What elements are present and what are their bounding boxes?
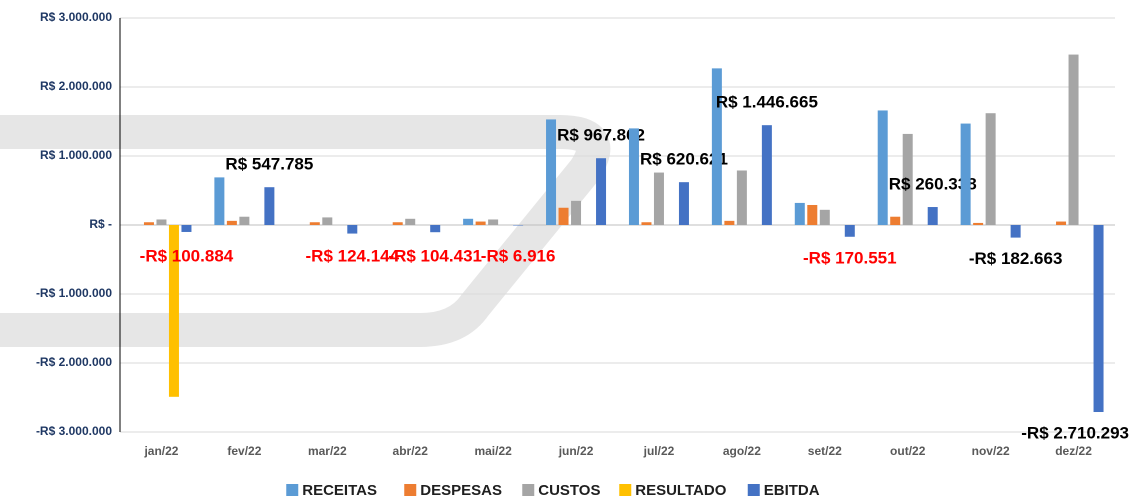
- bar: [653, 172, 664, 225]
- bar: [309, 222, 320, 225]
- bar: [405, 218, 416, 225]
- y-tick-label: R$ 2.000.000: [40, 79, 112, 93]
- x-tick-label: ago/22: [723, 444, 761, 458]
- x-tick-label: dez/22: [1055, 444, 1092, 458]
- legend-swatch: [286, 484, 299, 496]
- bar: [347, 225, 358, 234]
- legend-label: DESPESAS: [420, 482, 502, 499]
- bar: [430, 225, 441, 233]
- bar: [807, 204, 818, 225]
- bar: [628, 128, 639, 225]
- bar: [711, 68, 722, 226]
- data-label: R$ 260.338: [889, 175, 977, 194]
- bar: [143, 222, 154, 225]
- x-tick-label: out/22: [890, 444, 926, 458]
- bar: [1093, 225, 1104, 413]
- bar: [736, 170, 747, 225]
- data-label: R$ 967.862: [557, 126, 645, 145]
- bar: [392, 222, 403, 225]
- bar: [168, 225, 179, 397]
- background-decoration: [0, 115, 611, 347]
- legend-label: RESULTADO: [635, 482, 726, 499]
- data-label: R$ 547.785: [225, 155, 313, 174]
- y-tick-label: R$ 3.000.000: [40, 10, 112, 24]
- bar: [927, 207, 938, 225]
- bar: [819, 209, 830, 225]
- legend-swatch: [619, 484, 632, 496]
- legend-label: RECEITAS: [302, 482, 377, 499]
- bar: [475, 221, 486, 225]
- bar: [214, 177, 225, 225]
- x-tick-label: jul/22: [643, 444, 675, 458]
- data-label: R$ 1.446.665: [716, 93, 818, 112]
- legend-swatch: [747, 484, 760, 496]
- y-tick-label: -R$ 1.000.000: [36, 286, 112, 300]
- legend-swatch: [522, 484, 535, 496]
- x-tick-label: abr/22: [393, 444, 429, 458]
- bar: [488, 219, 499, 225]
- x-tick-label: jan/22: [143, 444, 178, 458]
- bar: [960, 123, 971, 225]
- bar: [973, 222, 984, 225]
- data-label: -R$ 2.710.293: [1021, 423, 1129, 442]
- bar: [678, 182, 689, 225]
- bar: [641, 222, 652, 225]
- bar: [761, 125, 772, 225]
- x-tick-label: jun/22: [558, 444, 594, 458]
- data-label: -R$ 124.144: [306, 246, 400, 265]
- y-tick-label: -R$ 3.000.000: [36, 424, 112, 438]
- bar: [902, 133, 913, 225]
- bar: [1010, 225, 1021, 238]
- bar: [463, 218, 474, 225]
- legend-label: CUSTOS: [538, 482, 600, 499]
- bar: [226, 220, 237, 225]
- bar: [558, 207, 569, 225]
- x-tick-label: nov/22: [972, 444, 1010, 458]
- legend-swatch: [404, 484, 417, 496]
- legend-label: EBITDA: [764, 482, 820, 499]
- bar: [844, 225, 855, 237]
- bar: [596, 158, 607, 225]
- data-label: -R$ 182.663: [969, 249, 1063, 268]
- bar: [156, 219, 167, 225]
- bar: [1056, 221, 1067, 225]
- x-tick-label: fev/22: [227, 444, 261, 458]
- bar: [264, 187, 275, 225]
- bar: [322, 217, 333, 225]
- data-label: -R$ 104.431: [388, 246, 482, 265]
- x-tick-label: mai/22: [474, 444, 512, 458]
- bar: [985, 113, 996, 225]
- data-label: -R$ 6.916: [481, 246, 556, 265]
- x-tick-label: set/22: [808, 444, 842, 458]
- data-label: -R$ 100.884: [140, 246, 234, 265]
- y-tick-label: -R$ 2.000.000: [36, 355, 112, 369]
- y-tick-label: R$ -: [89, 217, 112, 231]
- bar: [571, 200, 582, 225]
- bar: [546, 119, 557, 225]
- y-tick-label: R$ 1.000.000: [40, 148, 112, 162]
- bar: [1068, 54, 1079, 225]
- bar: [794, 202, 805, 225]
- bar: [239, 216, 250, 225]
- bar: [877, 110, 888, 225]
- data-label: -R$ 170.551: [803, 248, 897, 267]
- bar: [890, 216, 901, 225]
- bar: [724, 220, 735, 225]
- data-label: R$ 620.621: [640, 150, 728, 169]
- bar: [181, 225, 192, 232]
- x-tick-label: mar/22: [308, 444, 347, 458]
